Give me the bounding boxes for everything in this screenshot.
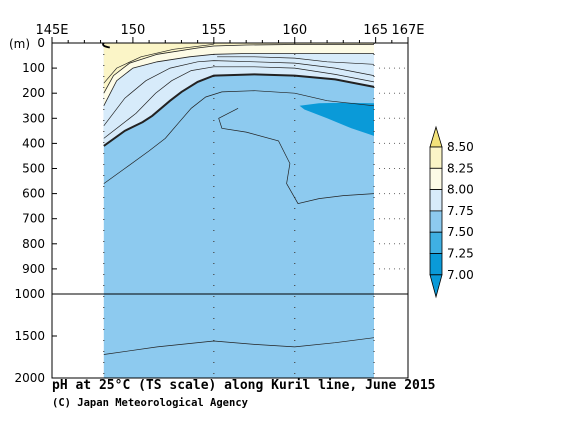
colorbar-segment (429, 167, 443, 191)
x-tick-label: 160 (282, 23, 307, 38)
x-tick-label: 155 (201, 23, 226, 38)
y-tick-label: 500 (22, 162, 45, 176)
contour-7-50 (103, 73, 375, 147)
band-7-50-7-75 (103, 43, 375, 146)
colorbar-segment (429, 210, 443, 233)
contour-thin-3 (103, 66, 375, 139)
y-tick-label: 1000 (14, 287, 45, 301)
y-tick-label: 200 (22, 86, 45, 100)
colorbar-label: 7.00 (447, 268, 474, 282)
x-tick-label: 145E (35, 23, 68, 38)
colorbar-label: 7.75 (447, 204, 474, 218)
colorbar-top-arrow (429, 125, 443, 148)
y-tick-label: 600 (22, 187, 45, 201)
band-8-00-8-25 (103, 43, 375, 94)
y-tick-label: 700 (22, 212, 45, 226)
colorbar-label: 7.50 (447, 225, 474, 239)
y-tick-label: 400 (22, 136, 45, 150)
colorbar-segment (429, 189, 443, 212)
y-tick-label: 300 (22, 111, 45, 125)
contour-thin-4 (217, 56, 375, 65)
contour-8-00 (103, 44, 374, 94)
y-axis-unit: (m) (9, 37, 30, 51)
contour-7-30 (218, 107, 375, 205)
copyright-credit: (C) Japan Meteorological Agency (52, 397, 248, 409)
y-tick-label: 0 (37, 36, 45, 50)
y-tick-label: 800 (22, 237, 45, 251)
y-tick-label: 2000 (14, 371, 45, 385)
contour-thin-1 (103, 43, 214, 84)
colorbar-label: 8.25 (447, 161, 474, 175)
contour-thin-2 (103, 60, 375, 127)
colorbar-bottom-arrow (429, 274, 443, 299)
contour-7-75 (103, 53, 374, 106)
x-tick-label: 150 (120, 23, 145, 38)
x-tick-label: 165 (363, 23, 388, 38)
colorbar-label: 7.25 (447, 247, 474, 261)
y-tick-label: 100 (22, 61, 45, 75)
band-7-75-8-00 (103, 43, 375, 106)
contour-7-40 (103, 90, 375, 184)
x-tick-label: 167E (391, 23, 424, 38)
colorbar-segment (429, 146, 443, 169)
colorbar-label: 8.00 (447, 183, 474, 197)
y-tick-label: 1500 (14, 329, 45, 343)
band-7-00-7-25 (299, 102, 374, 136)
colorbar-label: 8.50 (447, 140, 474, 154)
y-tick-label: 900 (22, 262, 45, 276)
contour-deep (103, 337, 375, 355)
chart-title: pH at 25°C (TS scale) along Kuril line, … (52, 378, 436, 393)
colorbar-segment (429, 231, 443, 254)
colorbar-segment (429, 253, 443, 276)
